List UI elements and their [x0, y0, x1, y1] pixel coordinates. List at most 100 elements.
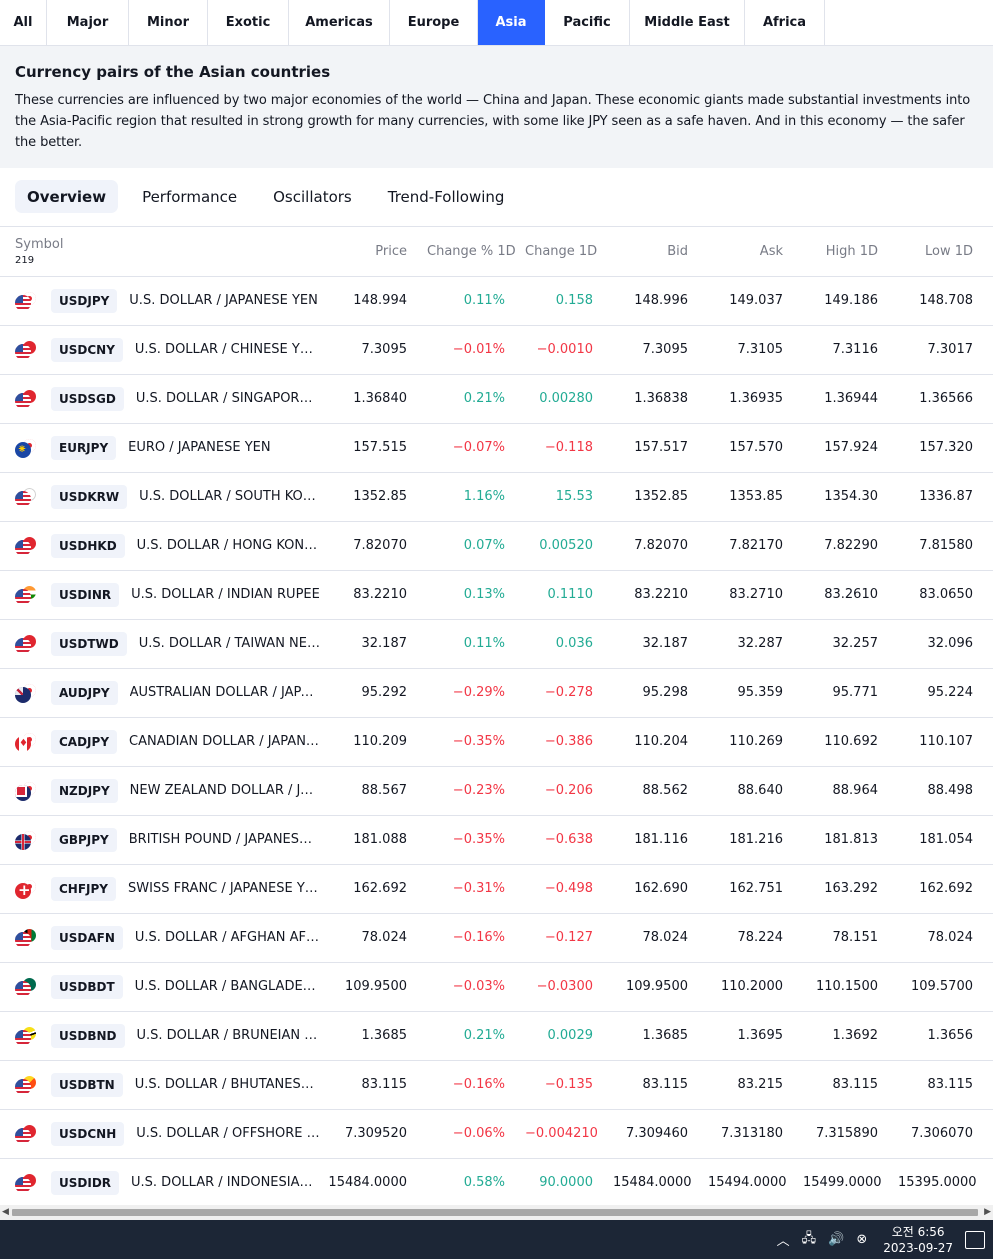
column-header-change-1d[interactable]: Change 1D: [525, 227, 613, 277]
symbol-description: U.S. DOLLAR / SINGAPORE D...: [135, 391, 320, 406]
symbol-ticker[interactable]: USDBTN: [51, 1072, 123, 1097]
symbol-cell-content: NZDJPY NEW ZEALAND DOLLAR / JA...: [15, 778, 320, 803]
table-row[interactable]: USDAFN U.S. DOLLAR / AFGHAN AFG... 78.024−…: [0, 913, 993, 963]
symbol-ticker[interactable]: CADJPY: [51, 729, 118, 754]
horizontal-scrollbar[interactable]: ◀ ▶: [0, 1205, 993, 1220]
table-header-row: Symbol 219 Price Change % 1D Change 1D Bid A…: [0, 227, 993, 277]
column-header-low-1d[interactable]: Low 1D: [898, 227, 993, 277]
table-row[interactable]: USDJPY U.S. DOLLAR / JAPANESE YEN 148.994 0…: [0, 276, 993, 326]
tab-performance[interactable]: Performance: [142, 187, 238, 206]
base-flag-icon: [15, 441, 31, 458]
scroll-left-arrow-icon[interactable]: ◀: [2, 1207, 9, 1217]
table-row[interactable]: USDCNH U.S. DOLLAR / OFFSHORE C... 7.30952…: [0, 1109, 993, 1159]
chevron-up-icon[interactable]: ︿: [776, 1234, 790, 1249]
symbol-ticker[interactable]: USDSGD: [51, 386, 124, 411]
change-percent-cell: −0.29%: [427, 668, 525, 718]
column-header-high-1d[interactable]: High 1D: [803, 227, 898, 277]
table-row[interactable]: USDBDT U.S. DOLLAR / BANGLADESH... 109.950…: [0, 962, 993, 1012]
symbol-ticker[interactable]: USDINR: [51, 582, 120, 607]
symbol-ticker[interactable]: USDHKD: [51, 533, 125, 558]
notification-center-icon[interactable]: [965, 1230, 985, 1249]
volume-icon[interactable]: 🔊: [828, 1232, 845, 1247]
description-panel: Currency pairs of the Asian countries Th…: [0, 46, 993, 168]
symbol-ticker[interactable]: USDCNY: [51, 337, 123, 362]
symbol-cell: USDCNH U.S. DOLLAR / OFFSHORE C...: [0, 1109, 320, 1159]
region-tab-europe[interactable]: Europe: [390, 0, 478, 45]
table-row[interactable]: USDHKD U.S. DOLLAR / HONG KONG ... 7.82070…: [0, 521, 993, 571]
price-cell: 83.115: [320, 1060, 427, 1110]
symbol-ticker[interactable]: USDBDT: [51, 974, 123, 999]
table-row[interactable]: CADJPY CANADIAN DOLLAR / JAPANE...110.209…: [0, 717, 993, 767]
table-row[interactable]: EURJPY EURO / JAPANESE YEN 157.515−0.07%−0…: [0, 423, 993, 473]
region-tab-pacific[interactable]: Pacific: [545, 0, 630, 45]
change-percent-cell: −0.35%: [427, 717, 525, 767]
tab-trend-following[interactable]: Trend-Following: [387, 187, 505, 206]
tab-overview[interactable]: Overview: [15, 180, 119, 213]
price-cell: 1.3685: [320, 1011, 427, 1061]
table-row[interactable]: USDIDR U.S. DOLLAR / INDONESIAN ... 15484.…: [0, 1158, 993, 1205]
ask-cell: 1.3695: [708, 1011, 803, 1061]
symbol-cell-content: GBPJPY BRITISH POUND / JAPANESE ...: [15, 827, 320, 852]
region-tab-asia[interactable]: Asia: [478, 0, 545, 45]
table-row[interactable]: USDTWD U.S. DOLLAR / TAIWAN NEW... 32.187 0…: [0, 619, 993, 669]
table-row[interactable]: USDBTN U.S. DOLLAR / BHUTANESE ... 83.115−…: [0, 1060, 993, 1110]
region-tab-exotic[interactable]: Exotic: [208, 0, 289, 45]
table-body: USDJPY U.S. DOLLAR / JAPANESE YEN 148.994 0…: [0, 276, 993, 1205]
currency-flag-icon: [15, 927, 39, 948]
symbol-ticker[interactable]: USDJPY: [51, 288, 118, 313]
symbol-description: EURO / JAPANESE YEN: [128, 440, 271, 455]
symbol-ticker[interactable]: USDCNH: [51, 1121, 125, 1146]
symbol-ticker[interactable]: NZDJPY: [51, 778, 118, 803]
symbol-ticker[interactable]: CHFJPY: [51, 876, 116, 901]
bid-cell: 7.3095: [613, 325, 708, 375]
base-flag-icon: [15, 686, 31, 703]
low-cell: 181.054: [898, 815, 993, 865]
low-cell: 1336.87: [898, 472, 993, 522]
symbol-ticker[interactable]: GBPJPY: [51, 827, 117, 852]
column-header-symbol[interactable]: Symbol 219: [0, 227, 320, 277]
symbol-cell: USDKRW U.S. DOLLAR / SOUTH KORE...: [0, 472, 320, 522]
scrollbar-thumb[interactable]: [12, 1209, 978, 1216]
system-tray: ︿ 🖧 🔊 ⊗ 오전 6:56 2023-09-27: [777, 1220, 993, 1259]
ime-off-icon[interactable]: ⊗: [856, 1232, 868, 1247]
network-icon[interactable]: 🖧: [801, 1230, 817, 1246]
symbol-ticker[interactable]: USDKRW: [51, 484, 128, 509]
currency-flag-icon: [15, 976, 39, 997]
table-row[interactable]: USDBND U.S. DOLLAR / BRUNEIAN D... 1.3685 0…: [0, 1011, 993, 1061]
taskbar-clock[interactable]: 오전 6:56 2023-09-27: [883, 1224, 953, 1256]
region-tab-americas[interactable]: Americas: [289, 0, 390, 45]
column-header-ask[interactable]: Ask: [708, 227, 803, 277]
region-tab-middle-east[interactable]: Middle East: [630, 0, 745, 45]
symbol-ticker[interactable]: USDTWD: [51, 631, 127, 656]
table-row[interactable]: USDKRW U.S. DOLLAR / SOUTH KORE... 1352.85…: [0, 472, 993, 522]
symbol-description: SWISS FRANC / JAPANESE YEN: [128, 881, 320, 896]
table-row[interactable]: AUDJPY AUSTRALIAN DOLLAR / JAPA... 95.292−…: [0, 668, 993, 718]
price-cell: 32.187: [320, 619, 427, 669]
table-row[interactable]: GBPJPY BRITISH POUND / JAPANESE ... 181.08…: [0, 815, 993, 865]
column-header-price[interactable]: Price: [320, 227, 427, 277]
region-tab-all[interactable]: All: [0, 0, 47, 45]
base-flag-icon: [15, 539, 31, 556]
column-header-change-1d[interactable]: Change % 1D: [427, 227, 525, 277]
symbol-description: U.S. DOLLAR / HONG KONG ...: [136, 538, 320, 553]
table-row[interactable]: USDCNY U.S. DOLLAR / CHINESE YUAN 7.3095 −0…: [0, 325, 993, 375]
table-row[interactable]: USDSGD U.S. DOLLAR / SINGAPORE D... 1.3684…: [0, 374, 993, 424]
table-row[interactable]: NZDJPY NEW ZEALAND DOLLAR / JA... 88.567 −0…: [0, 766, 993, 816]
bid-cell: 1352.85: [613, 472, 708, 522]
table-row[interactable]: USDINR U.S. DOLLAR / INDIAN RUPEE 83.2210 0…: [0, 570, 993, 620]
symbol-ticker[interactable]: USDIDR: [51, 1170, 120, 1195]
symbol-ticker[interactable]: USDAFN: [51, 925, 123, 950]
region-tab-africa[interactable]: Africa: [745, 0, 825, 45]
symbol-ticker[interactable]: USDBND: [51, 1023, 125, 1048]
column-header-bid[interactable]: Bid: [613, 227, 708, 277]
scroll-right-arrow-icon[interactable]: ▶: [984, 1207, 991, 1217]
change-percent-cell: 0.21%: [427, 374, 525, 424]
symbol-cell: USDBND U.S. DOLLAR / BRUNEIAN D...: [0, 1011, 320, 1061]
symbol-ticker[interactable]: EURJPY: [51, 435, 117, 460]
region-tab-major[interactable]: Major: [47, 0, 129, 45]
symbol-ticker[interactable]: AUDJPY: [51, 680, 118, 705]
tab-oscillators[interactable]: Oscillators: [273, 187, 352, 206]
region-tab-minor[interactable]: Minor: [129, 0, 208, 45]
symbol-description: CANADIAN DOLLAR / JAPANE...: [129, 734, 320, 749]
